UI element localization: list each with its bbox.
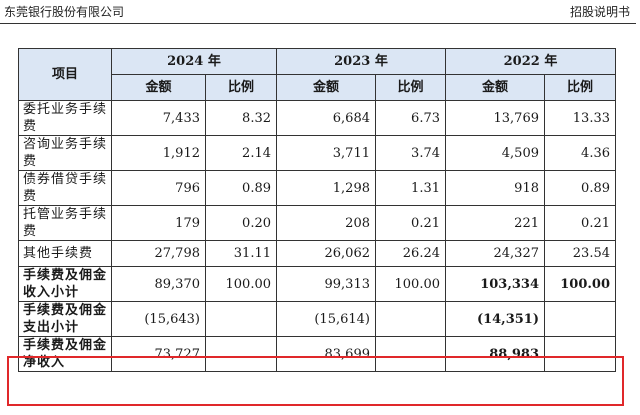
cell-ratio-2022: 13.33: [544, 100, 616, 136]
table-row-subtotal-expense: 手续费及佣金支出小计 (15,643) (15,614) (14,351): [18, 301, 616, 337]
table-row: 委托业务手续费 7,433 8.32 6,684 6.73 13,769 13.…: [18, 100, 616, 136]
cell-ratio-2023: [375, 336, 446, 372]
cell-amount-2022: 24,327: [445, 240, 545, 267]
header-year-2022: 2022 年: [445, 48, 616, 75]
header-item: 项目: [18, 48, 112, 101]
cell-amount-2022: (14,351): [445, 301, 545, 337]
cell-amount-2024: 179: [111, 205, 206, 241]
cell-ratio-2024: 31.11: [205, 240, 277, 267]
row-label: 托管业务手续费: [18, 205, 112, 241]
row-label: 债券借贷手续费: [18, 170, 112, 206]
cell-amount-2023: 1,298: [276, 170, 376, 206]
cell-ratio-2023: 100.00: [375, 266, 446, 302]
header-amount-2023: 金额: [276, 74, 376, 101]
row-label: 其他手续费: [18, 240, 112, 267]
cell-amount-2023: 208: [276, 205, 376, 241]
cell-amount-2024: 1,912: [111, 135, 206, 171]
cell-ratio-2022: 0.21: [544, 205, 616, 241]
table-row-subtotal-income: 手续费及佣金收入小计 89,370 100.00 99,313 100.00 1…: [18, 266, 616, 302]
cell-ratio-2022: 4.36: [544, 135, 616, 171]
cell-ratio-2024: 8.32: [205, 100, 277, 136]
page-header-doc-type: 招股说明书: [569, 5, 630, 19]
header-ratio-2024: 比例: [205, 74, 277, 101]
cell-ratio-2024: 0.20: [205, 205, 277, 241]
cell-amount-2022: 88,983: [445, 336, 545, 372]
cell-amount-2023: 3,711: [276, 135, 376, 171]
fee-commission-table: 项目 2024 年 2023 年 2022 年 金额 比例 金额 比例 金额 比…: [18, 48, 616, 372]
cell-ratio-2024: [205, 336, 277, 372]
page-header-company: 东莞银行股份有限公司: [4, 5, 125, 19]
cell-amount-2023: 99,313: [276, 266, 376, 302]
cell-ratio-2023: 6.73: [375, 100, 446, 136]
cell-ratio-2023: 26.24: [375, 240, 446, 267]
header-year-2023: 2023 年: [276, 48, 446, 75]
cell-amount-2022: 103,334: [445, 266, 545, 302]
cell-ratio-2024: 0.89: [205, 170, 277, 206]
header-year-2024: 2024 年: [111, 48, 277, 75]
cell-amount-2024: (15,643): [111, 301, 206, 337]
cell-ratio-2022: 100.00: [544, 266, 616, 302]
header-amount-2022: 金额: [445, 74, 545, 101]
row-label: 手续费及佣金支出小计: [18, 301, 112, 337]
cell-amount-2022: 221: [445, 205, 545, 241]
cell-amount-2023: 26,062: [276, 240, 376, 267]
header-amount-2024: 金额: [111, 74, 206, 101]
header-divider: [0, 23, 636, 24]
cell-ratio-2023: [375, 301, 446, 337]
table-row: 托管业务手续费 179 0.20 208 0.21 221 0.21: [18, 205, 616, 241]
header-ratio-2023: 比例: [375, 74, 446, 101]
row-label: 委托业务手续费: [18, 100, 112, 136]
cell-ratio-2024: [205, 301, 277, 337]
cell-amount-2024: 796: [111, 170, 206, 206]
cell-amount-2023: (15,614): [276, 301, 376, 337]
cell-amount-2022: 918: [445, 170, 545, 206]
cell-ratio-2022: [544, 301, 616, 337]
cell-amount-2024: 7,433: [111, 100, 206, 136]
header-ratio-2022: 比例: [544, 74, 616, 101]
cell-ratio-2023: 0.21: [375, 205, 446, 241]
cell-amount-2024: 89,370: [111, 266, 206, 302]
cell-amount-2023: 6,684: [276, 100, 376, 136]
cell-ratio-2023: 1.31: [375, 170, 446, 206]
cell-ratio-2022: [544, 336, 616, 372]
cell-amount-2022: 13,769: [445, 100, 545, 136]
row-label: 手续费及佣金净收入: [18, 336, 112, 372]
cell-amount-2023: 83,699: [276, 336, 376, 372]
table-row: 咨询业务手续费 1,912 2.14 3,711 3.74 4,509 4.36: [18, 135, 616, 171]
cell-ratio-2024: 100.00: [205, 266, 277, 302]
row-label: 咨询业务手续费: [18, 135, 112, 171]
table-row: 其他手续费 27,798 31.11 26,062 26.24 24,327 2…: [18, 240, 616, 267]
cell-amount-2024: 27,798: [111, 240, 206, 267]
row-label: 手续费及佣金收入小计: [18, 266, 112, 302]
table-row: 债券借贷手续费 796 0.89 1,298 1.31 918 0.89: [18, 170, 616, 206]
cell-ratio-2022: 23.54: [544, 240, 616, 267]
cell-amount-2024: 73,727: [111, 336, 206, 372]
cell-amount-2022: 4,509: [445, 135, 545, 171]
cell-ratio-2022: 0.89: [544, 170, 616, 206]
cell-ratio-2024: 2.14: [205, 135, 277, 171]
table-row-net-income: 手续费及佣金净收入 73,727 83,699 88,983: [18, 336, 616, 372]
cell-ratio-2023: 3.74: [375, 135, 446, 171]
